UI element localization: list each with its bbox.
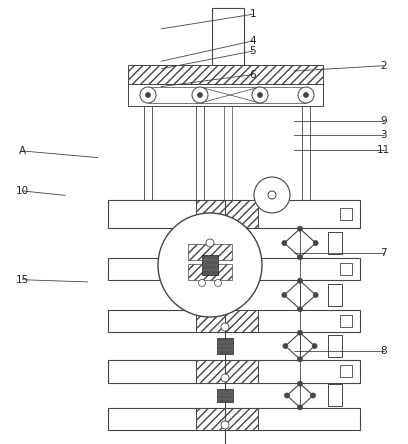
Circle shape (215, 280, 222, 286)
Polygon shape (340, 208, 352, 220)
Text: A: A (19, 146, 26, 156)
Polygon shape (302, 106, 310, 200)
Text: 2: 2 (380, 61, 387, 71)
Text: 5: 5 (250, 46, 256, 56)
Circle shape (297, 357, 302, 362)
Polygon shape (128, 84, 323, 106)
Circle shape (140, 87, 156, 103)
Circle shape (197, 92, 202, 98)
Polygon shape (340, 315, 352, 327)
Circle shape (146, 92, 151, 98)
Polygon shape (196, 200, 258, 228)
Circle shape (282, 241, 287, 246)
Circle shape (221, 219, 229, 227)
Circle shape (221, 374, 229, 382)
Circle shape (206, 239, 214, 247)
Circle shape (252, 87, 268, 103)
Text: 6: 6 (250, 70, 256, 79)
Circle shape (221, 271, 229, 279)
Circle shape (297, 255, 302, 260)
Circle shape (221, 323, 229, 331)
Polygon shape (196, 360, 258, 383)
Circle shape (310, 393, 315, 398)
Text: 15: 15 (16, 275, 29, 285)
Circle shape (284, 393, 289, 398)
Text: 3: 3 (380, 131, 387, 140)
Circle shape (297, 226, 302, 231)
Polygon shape (108, 200, 360, 228)
Circle shape (158, 213, 262, 317)
Circle shape (221, 421, 229, 429)
Circle shape (313, 241, 318, 246)
Circle shape (268, 191, 276, 199)
Polygon shape (212, 8, 244, 65)
Circle shape (297, 278, 302, 283)
Polygon shape (196, 258, 258, 280)
Polygon shape (188, 244, 232, 260)
Polygon shape (196, 310, 258, 332)
Circle shape (254, 177, 290, 213)
Circle shape (199, 280, 206, 286)
Text: 7: 7 (380, 248, 387, 258)
Circle shape (257, 92, 262, 98)
Polygon shape (217, 388, 233, 402)
Circle shape (297, 381, 302, 386)
Polygon shape (196, 408, 258, 430)
Circle shape (312, 344, 317, 349)
Circle shape (192, 87, 208, 103)
Polygon shape (217, 338, 233, 354)
Polygon shape (128, 65, 323, 84)
Circle shape (297, 307, 302, 312)
Text: 1: 1 (250, 9, 256, 19)
Polygon shape (328, 335, 342, 357)
Polygon shape (108, 408, 360, 430)
Circle shape (297, 405, 302, 410)
Polygon shape (328, 284, 342, 306)
Text: 9: 9 (380, 116, 387, 126)
Polygon shape (108, 360, 360, 383)
Polygon shape (196, 106, 204, 200)
Polygon shape (202, 255, 218, 275)
Text: 11: 11 (377, 145, 390, 155)
Circle shape (282, 293, 287, 297)
Circle shape (313, 293, 318, 297)
Polygon shape (340, 263, 352, 275)
Circle shape (298, 87, 314, 103)
Polygon shape (144, 106, 152, 200)
Polygon shape (328, 385, 342, 407)
Polygon shape (188, 264, 232, 280)
Text: 8: 8 (380, 346, 387, 356)
Circle shape (297, 330, 302, 335)
Polygon shape (340, 365, 352, 377)
Polygon shape (328, 232, 342, 254)
Polygon shape (108, 258, 360, 280)
Polygon shape (217, 235, 233, 251)
Polygon shape (108, 310, 360, 332)
Polygon shape (224, 106, 232, 200)
Text: 10: 10 (16, 186, 29, 196)
Circle shape (304, 92, 308, 98)
Polygon shape (217, 287, 233, 303)
Circle shape (283, 344, 288, 349)
Text: 4: 4 (250, 36, 256, 46)
